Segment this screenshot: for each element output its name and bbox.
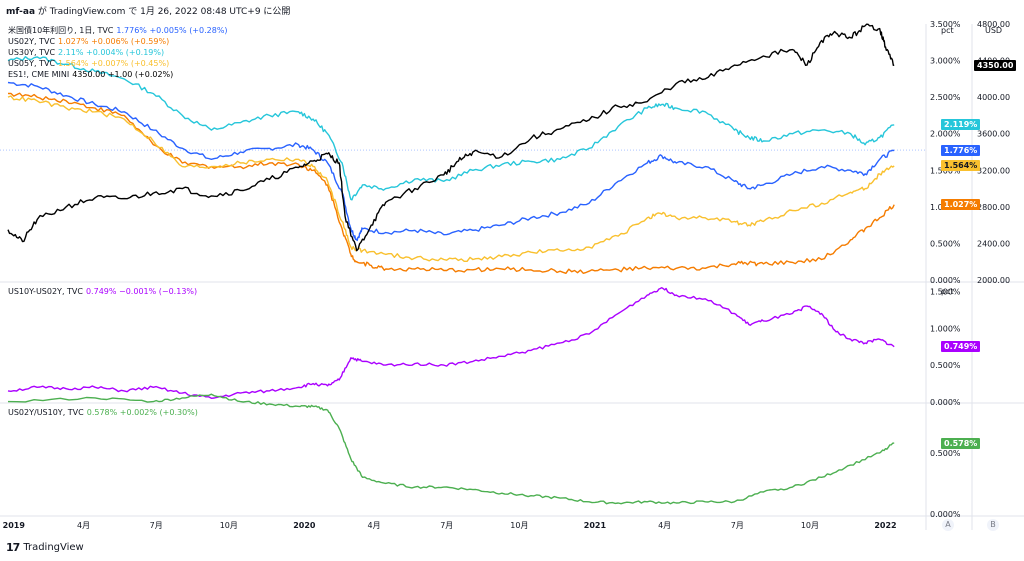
legend-values: 1.027% +0.006% (+0.59%): [58, 37, 170, 46]
time-axis-tick: 10月: [510, 521, 528, 530]
legend-symbol: US02Y, TVC: [8, 37, 56, 46]
spread-axis-tick: 1.500%: [930, 287, 961, 296]
legend-symbol: US05Y, TVC: [8, 59, 56, 68]
usd-axis-tick: 2400.00: [977, 239, 1010, 248]
series-line-us05y: [7, 95, 895, 262]
series-line-us30y: [7, 56, 895, 201]
publish-header: mf-aa が TradingView.com で 1月 26, 2022 08…: [6, 4, 290, 17]
main-legend-row[interactable]: US05Y, TVC 1.564% +0.007% (+0.45%): [8, 59, 172, 69]
unit-label-pct[interactable]: pct: [941, 26, 954, 35]
last-value-badge-us30y: 2.119%: [941, 119, 981, 131]
legend-symbol: US02Y/US10Y, TVC: [8, 408, 84, 417]
pct-axis-tick: 3.000%: [930, 57, 961, 66]
legend-symbol: 米国債10年利回り, 1日, TVC: [8, 26, 114, 35]
time-axis-tick: 10月: [801, 521, 819, 530]
time-axis-tick: 2022: [874, 521, 896, 530]
time-axis-tick: 4月: [368, 521, 381, 530]
spread-axis-tick: 0.000%: [930, 398, 961, 407]
last-value-badge-us02y: 1.027%: [941, 199, 981, 211]
series-line-us02y: [7, 92, 895, 274]
legend-values: 2.11% +0.004% (+0.19%): [58, 48, 165, 57]
unit-label-pct-spread[interactable]: pct: [941, 287, 954, 296]
series-line-us02y-us10y: [7, 393, 895, 505]
main-legend-row[interactable]: ES1!, CME MINI 4350.00 +1.00 (+0.02%): [8, 70, 176, 80]
pct-axis-tick: 2.000%: [930, 130, 961, 139]
last-value-badge-spread: 0.749%: [941, 341, 981, 353]
footer-brand[interactable]: TradingView: [23, 542, 84, 553]
legend-symbol: ES1!, CME MINI: [8, 70, 70, 79]
main-legend-row[interactable]: US30Y, TVC 2.11% +0.004% (+0.19%): [8, 48, 167, 58]
last-value-badge-es: 4350.00: [974, 59, 1017, 71]
time-axis-tick: 4月: [77, 521, 90, 530]
time-axis-tick: 7月: [440, 521, 453, 530]
pct-axis-tick: 2.500%: [930, 93, 961, 102]
legend-values: 4350.00 +1.00 (+0.02%): [72, 70, 174, 79]
unit-label-usd[interactable]: USD: [985, 26, 1003, 35]
spread-axis-tick: 0.500%: [930, 361, 961, 370]
usd-axis-tick: 4000.00: [977, 93, 1010, 102]
series-line-us10y: [7, 81, 895, 242]
time-axis-tick: 2019: [3, 521, 26, 530]
publisher-name[interactable]: mf-aa: [6, 7, 36, 17]
time-axis-tick: 7月: [150, 521, 163, 530]
time-axis-tick: 2020: [293, 521, 316, 530]
tradingview-logo-icon: 17: [6, 541, 20, 554]
ratio-legend-row[interactable]: US02Y/US10Y, TVC 0.578% +0.002% (+0.30%): [8, 408, 201, 418]
ratio-axis-tick: 0.500%: [930, 449, 961, 458]
usd-axis-tick: 3200.00: [977, 166, 1010, 175]
last-value-badge-us10y: 1.776%: [941, 145, 981, 157]
usd-axis-tick: 2000.00: [977, 276, 1010, 285]
pct-axis-tick: 0.500%: [930, 239, 961, 248]
usd-axis-tick: 2800.00: [977, 203, 1010, 212]
main-legend-row[interactable]: 米国債10年利回り, 1日, TVC 1.776% +0.005% (+0.28%…: [8, 26, 231, 36]
usd-axis-tick: 3600.00: [977, 130, 1010, 139]
footer: 17 TradingView: [6, 541, 84, 554]
log-scale-button[interactable]: B: [987, 519, 999, 531]
time-axis-tick: 4月: [658, 521, 671, 530]
legend-values: 0.578% +0.002% (+0.30%): [86, 408, 198, 417]
legend-symbol: US30Y, TVC: [8, 48, 56, 57]
legend-symbol: US10Y-US02Y, TVC: [8, 287, 83, 296]
last-value-badge-us05y: 1.564%: [941, 160, 981, 172]
last-value-badge-ratio: 0.578%: [941, 437, 981, 449]
legend-values: 0.749% −0.001% (−0.13%): [85, 287, 198, 296]
main-legend-row[interactable]: US02Y, TVC 1.027% +0.006% (+0.59%): [8, 37, 172, 47]
series-line-es1-: [7, 23, 895, 252]
time-axis-tick: 10月: [220, 521, 238, 530]
legend-values: 1.776% +0.005% (+0.28%): [116, 26, 228, 35]
ratio-axis-tick: 0.000%: [930, 510, 961, 519]
pct-axis-tick: 3.500%: [930, 20, 961, 29]
auto-scale-button[interactable]: A: [942, 519, 954, 531]
time-axis-tick: 7月: [731, 521, 744, 530]
publish-info: が TradingView.com で 1月 26, 2022 08:48 UT…: [35, 7, 291, 17]
time-axis-tick: 2021: [584, 521, 607, 530]
legend-values: 1.564% +0.007% (+0.45%): [58, 59, 170, 68]
series-line-us10y-us02y: [7, 287, 895, 399]
spread-legend-row[interactable]: US10Y-US02Y, TVC 0.749% −0.001% (−0.13%): [8, 287, 200, 297]
usd-axis-tick: 4800.00: [977, 20, 1010, 29]
pct-axis-tick: 0.000%: [930, 276, 961, 285]
spread-axis-tick: 1.000%: [930, 324, 961, 333]
